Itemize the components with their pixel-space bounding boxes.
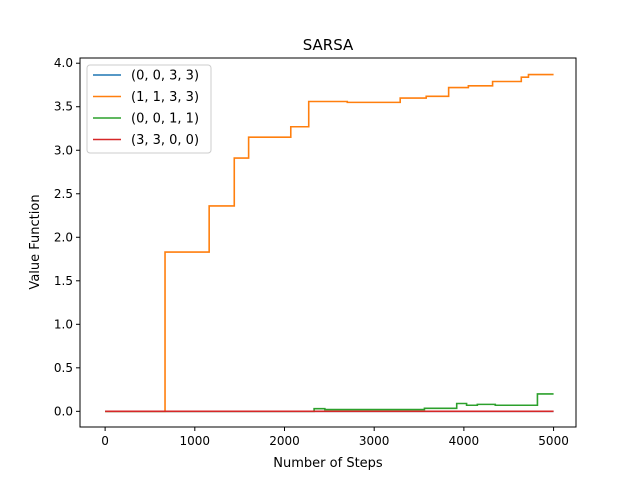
y-tick-label: 2.0: [54, 230, 73, 244]
legend-label: (3, 3, 0, 0): [131, 133, 199, 148]
x-tick-label: 3000: [359, 434, 390, 448]
y-tick-label: 3.0: [54, 143, 73, 157]
x-tick-label: 2000: [269, 434, 300, 448]
y-tick-label: 3.5: [54, 100, 73, 114]
legend-label: (0, 0, 1, 1): [131, 112, 199, 127]
x-tick-label: 1000: [180, 434, 211, 448]
legend-label: (1, 1, 3, 3): [131, 90, 199, 105]
series-group: [105, 73, 554, 413]
y-tick-label: 4.0: [54, 56, 73, 70]
series-line-3: [105, 393, 554, 413]
legend-label: (0, 0, 3, 3): [131, 69, 199, 84]
x-tick-label: 5000: [538, 434, 569, 448]
series-line-2: [105, 73, 554, 413]
x-tick-label: 4000: [449, 434, 480, 448]
chart-title: SARSA: [303, 36, 354, 54]
y-tick-label: 0.0: [54, 404, 73, 418]
y-axis: 0.0 0.5 1.0 1.5 2.0 2.5 3.0 3.5 4.0: [54, 56, 80, 418]
legend-box: [86, 64, 212, 154]
legend: (0, 0, 3, 3) (1, 1, 3, 3) (0, 0, 1, 1) (3, …: [86, 64, 212, 154]
y-tick-label: 1.0: [54, 317, 73, 331]
x-axis: 0 1000 2000 3000 4000 5000: [101, 427, 569, 448]
y-tick-label: 0.5: [54, 361, 73, 375]
x-tick-label: 0: [101, 434, 109, 448]
y-tick-label: 1.5: [54, 274, 73, 288]
y-axis-label: Value Function: [28, 194, 43, 289]
plot-frame: [79, 57, 577, 428]
x-axis-label: Number of Steps: [273, 456, 383, 471]
plot-area: [79, 57, 577, 428]
y-tick-label: 2.5: [54, 187, 73, 201]
